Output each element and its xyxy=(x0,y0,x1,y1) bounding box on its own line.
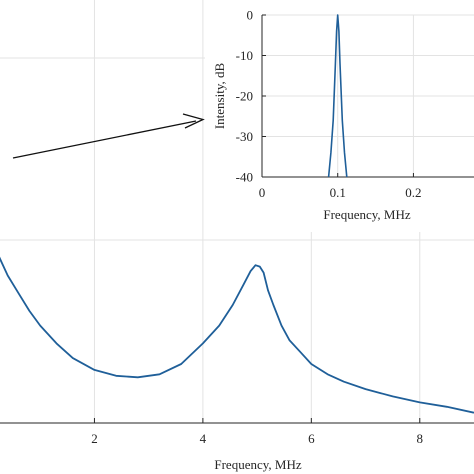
inset-y-axis-label: Intensity, dB xyxy=(212,63,227,130)
annotation-arrow xyxy=(12,113,205,159)
main-x-tick-label: 2 xyxy=(91,431,98,446)
inset-x-tick-label: 0 xyxy=(259,185,266,200)
main-x-tick-label: 8 xyxy=(417,431,424,446)
inset-y-tick-label: 0 xyxy=(247,8,254,23)
main-x-axis-label: Frequency, MHz xyxy=(214,457,301,472)
arrow-line xyxy=(12,120,197,159)
main-x-tick-label: 6 xyxy=(308,431,315,446)
inset-series-line xyxy=(327,14,348,178)
inset-y-tick-label: -10 xyxy=(236,48,253,63)
inset-y-tick-label: -40 xyxy=(236,170,253,185)
inset-x-tick-label: 0.1 xyxy=(330,185,346,200)
inset-y-tick-label: -20 xyxy=(236,89,253,104)
inset-plot: 0 -10 -20 -30 -40 0 0.1 0.2 Frequency, MHz Intens… xyxy=(212,8,474,222)
main-series-line xyxy=(0,256,474,414)
main-x-tick-label: 4 xyxy=(200,431,207,446)
inset-y-tick-label: -30 xyxy=(236,129,253,144)
arrow-head xyxy=(182,113,205,129)
inset-x-axis-label: Frequency, MHz xyxy=(323,207,410,222)
inset-x-tick-label: 0.2 xyxy=(405,185,421,200)
